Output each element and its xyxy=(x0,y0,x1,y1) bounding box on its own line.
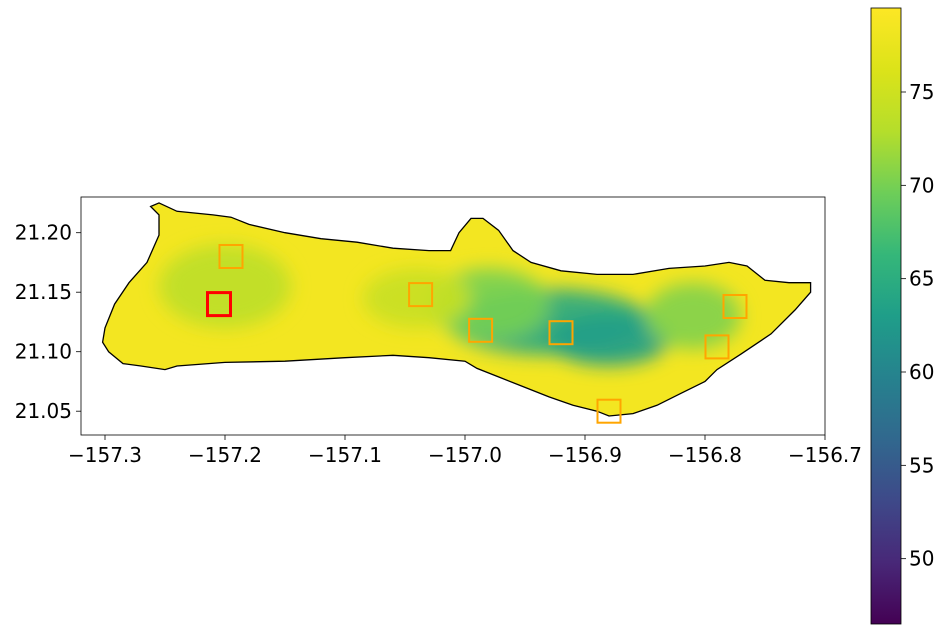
x-tick-label: −157.1 xyxy=(308,443,382,467)
y-tick-label: 21.10 xyxy=(15,340,72,364)
x-tick-label: −156.8 xyxy=(668,443,742,467)
colorbar-tick-label: 60 xyxy=(909,360,934,384)
x-tick-label: −156.9 xyxy=(548,443,622,467)
y-axis: 21.05 21.10 21.15 21.20 xyxy=(15,221,81,423)
x-axis: −157.3 −157.2 −157.1 −157.0 −156.9 −156.8 −156… xyxy=(68,435,862,467)
site-marker xyxy=(468,317,494,343)
elevation-zone xyxy=(549,313,669,366)
highlighted-site-marker xyxy=(206,291,232,318)
island-coastline xyxy=(101,202,812,417)
colorbar-ticks: 50 55 60 65 70 75 xyxy=(901,80,934,571)
y-tick-label: 21.15 xyxy=(15,280,72,304)
colorbar-tick-label: 50 xyxy=(909,547,934,571)
site-marker xyxy=(548,320,574,346)
x-tick-label: −157.0 xyxy=(428,443,502,467)
site-marker xyxy=(596,398,622,424)
site-marker xyxy=(704,334,730,360)
x-tick-label: −157.2 xyxy=(188,443,262,467)
colorbar: 50 55 60 65 70 75 xyxy=(870,7,934,625)
map-frame xyxy=(80,196,826,436)
elevation-zone xyxy=(363,268,471,329)
y-tick-label: 21.05 xyxy=(15,399,72,423)
site-marker xyxy=(408,282,434,308)
elevation-zone xyxy=(645,282,741,350)
colorbar-gradient xyxy=(870,7,902,625)
colorbar-tick-label: 70 xyxy=(909,173,934,197)
site-markers xyxy=(206,244,748,424)
x-tick-label: −157.3 xyxy=(68,443,142,467)
elevation-layer xyxy=(102,202,811,416)
site-marker xyxy=(218,244,244,269)
elevation-zone xyxy=(159,244,291,328)
colorbar-tick-label: 55 xyxy=(909,453,934,477)
map-axes: −157.3 −157.2 −157.1 −157.0 −156.9 −156.8 −156… xyxy=(15,196,862,467)
colorbar-tick-label: 65 xyxy=(909,267,934,291)
x-tick-label: −156.7 xyxy=(788,443,862,467)
y-tick-label: 21.20 xyxy=(15,221,72,245)
site-marker xyxy=(722,294,748,319)
colorbar-tick-label: 75 xyxy=(909,80,934,104)
